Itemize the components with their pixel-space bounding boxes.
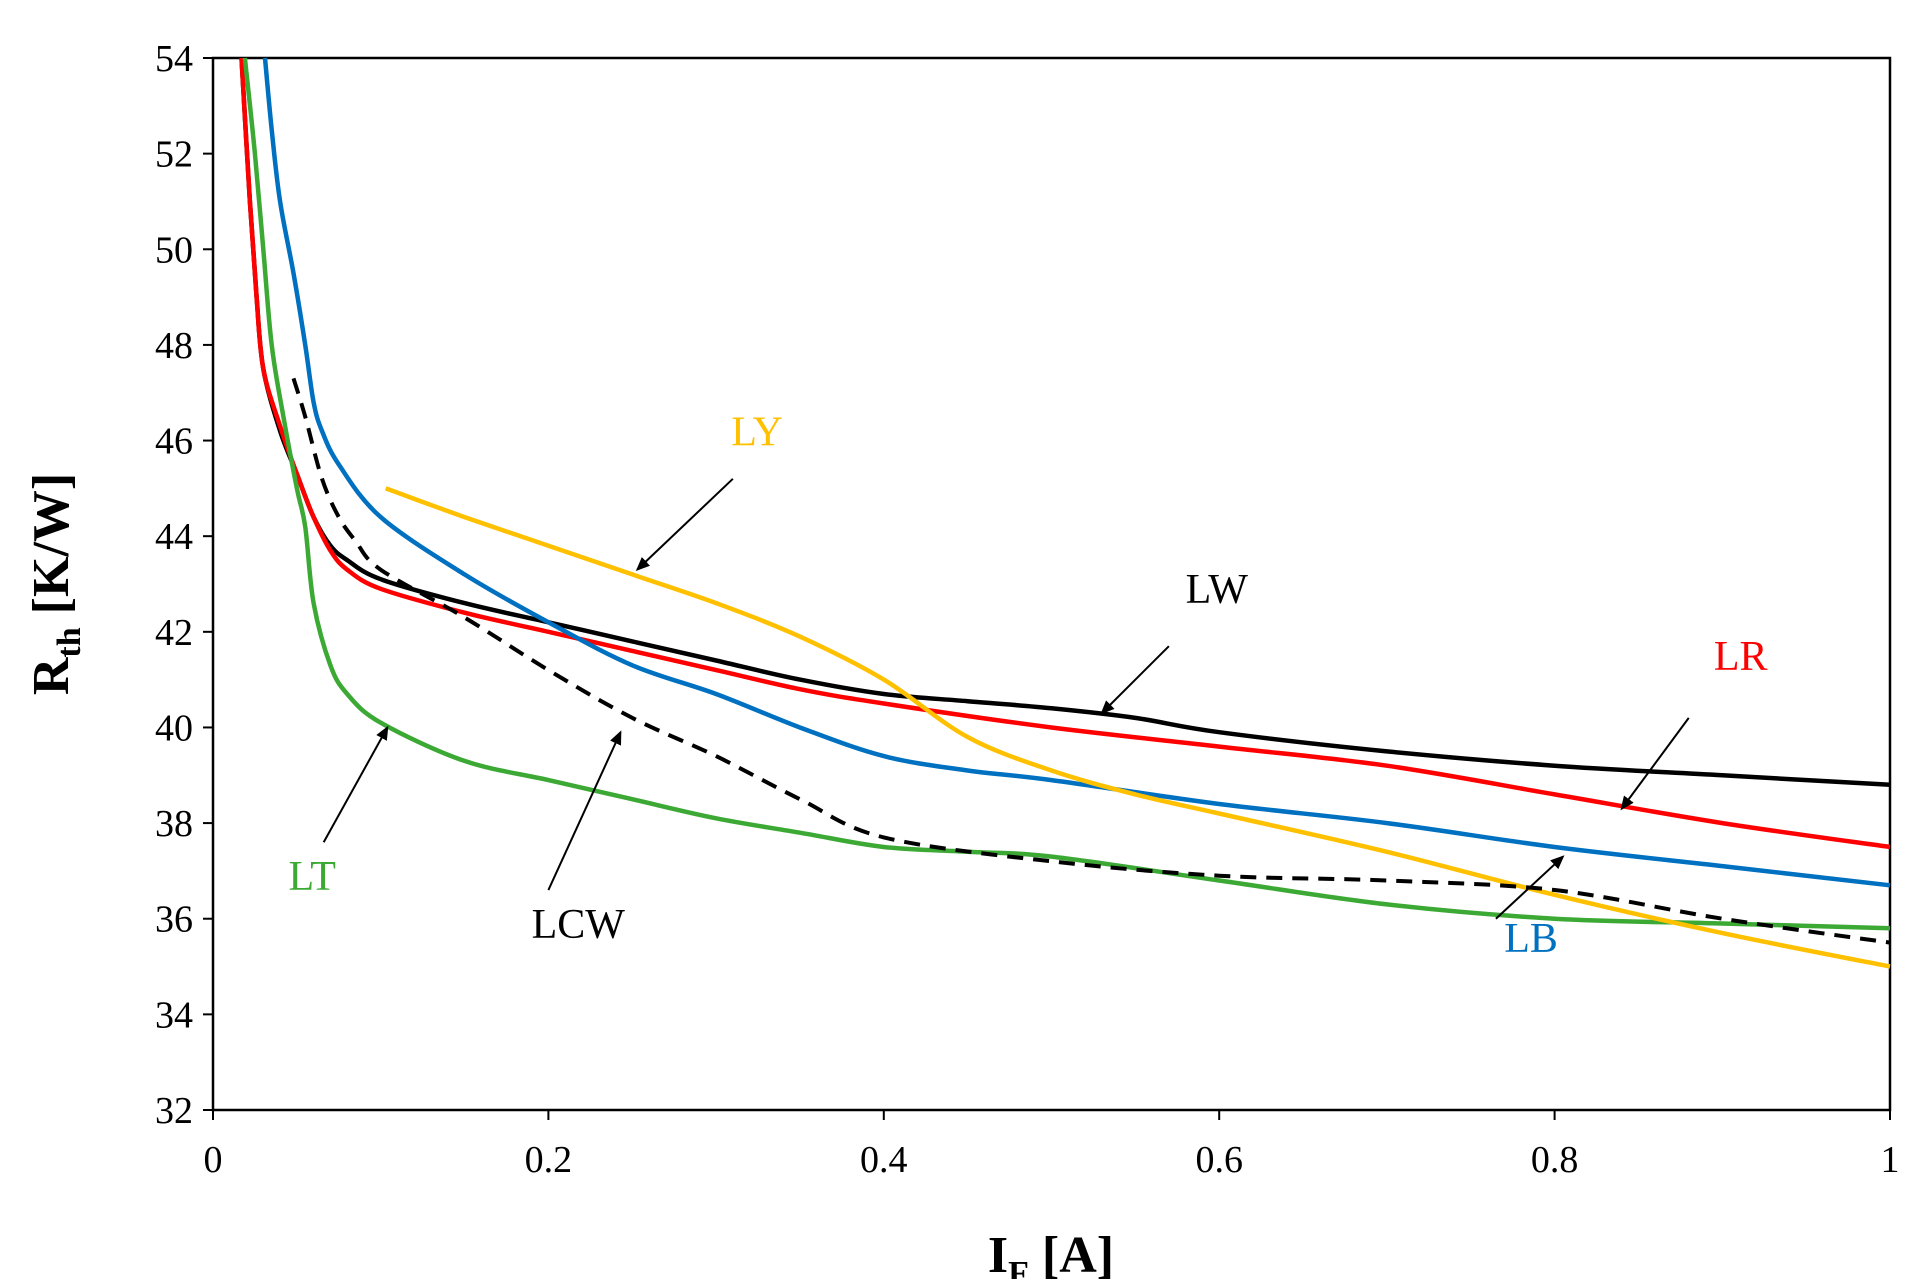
series-arrow-lcw (547, 730, 622, 891)
x-tick-label-1: 1 (1881, 1139, 1900, 1181)
series-line-ly (384, 486, 1891, 969)
series-label-lcw: LCW (532, 902, 626, 948)
series-label-lt: LT (288, 854, 335, 900)
x-tick-label-0-2: 0.2 (525, 1139, 573, 1181)
series-label-lr: LR (1714, 634, 1768, 680)
series-label-lb: LB (1504, 916, 1558, 962)
y-tick-label-44: 44 (155, 516, 193, 558)
x-tick-label-0-4: 0.4 (860, 1139, 908, 1181)
y-axis-ticks: 32 34 36 38 40 42 44 46 48 50 52 54 (155, 38, 213, 1132)
series-arrow-lt (322, 725, 389, 843)
y-axis-title-main: R (23, 656, 80, 695)
x-axis-title-unit: [A] (1029, 1227, 1114, 1279)
y-axis-title: Rth [K/W] (23, 473, 88, 695)
series-line-lb (262, 57, 1891, 888)
series-line-lr (239, 57, 1891, 850)
series-arrow-ly (635, 478, 734, 572)
y-axis-title-unit: [K/W] (23, 473, 80, 628)
y-tick-label-40: 40 (155, 707, 193, 749)
y-tick-label-54: 54 (155, 38, 193, 80)
series-line-lcw (291, 377, 1891, 945)
series-label-lw: LW (1186, 567, 1249, 613)
series-line-lt (242, 57, 1891, 931)
y-tick-label-52: 52 (155, 134, 193, 176)
y-tick-label-50: 50 (155, 229, 193, 271)
y-tick-label-36: 36 (155, 899, 193, 941)
x-tick-label-0: 0 (204, 1139, 223, 1181)
plot-area (211, 56, 1892, 1112)
x-axis-title: IF [A] (988, 1227, 1114, 1279)
x-axis-title-main: I (988, 1227, 1008, 1279)
y-tick-label-48: 48 (155, 325, 193, 367)
annotation-layer: LW LR LB LT LY LCW (288, 409, 1767, 962)
series-layer (239, 57, 1891, 969)
series-arrow-lr (1620, 717, 1690, 811)
y-axis-title-sub: th (51, 627, 88, 657)
y-tick-label-46: 46 (155, 421, 193, 463)
series-arrow-lb (1495, 855, 1565, 920)
x-tick-label-0-6: 0.6 (1195, 1139, 1243, 1181)
x-tick-label-0-8: 0.8 (1531, 1139, 1579, 1181)
y-tick-label-32: 32 (155, 1090, 193, 1132)
series-label-ly: LY (731, 409, 783, 455)
x-axis-ticks: 0 0.2 0.4 0.6 0.8 1 (204, 1110, 1900, 1181)
series-arrow-lw (1100, 645, 1170, 715)
y-tick-label-42: 42 (155, 612, 193, 654)
x-axis-title-sub: F (1008, 1255, 1029, 1279)
y-tick-label-34: 34 (155, 994, 193, 1036)
y-tick-label-38: 38 (155, 803, 193, 845)
